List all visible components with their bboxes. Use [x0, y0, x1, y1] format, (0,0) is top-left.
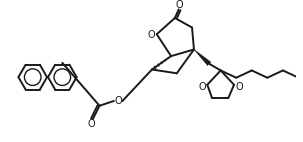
Text: O: O — [235, 82, 243, 92]
Text: O: O — [148, 30, 155, 40]
Text: O: O — [87, 119, 95, 129]
Text: O: O — [114, 96, 122, 106]
Text: O: O — [176, 0, 183, 10]
Polygon shape — [194, 49, 211, 65]
Text: O: O — [198, 82, 206, 92]
